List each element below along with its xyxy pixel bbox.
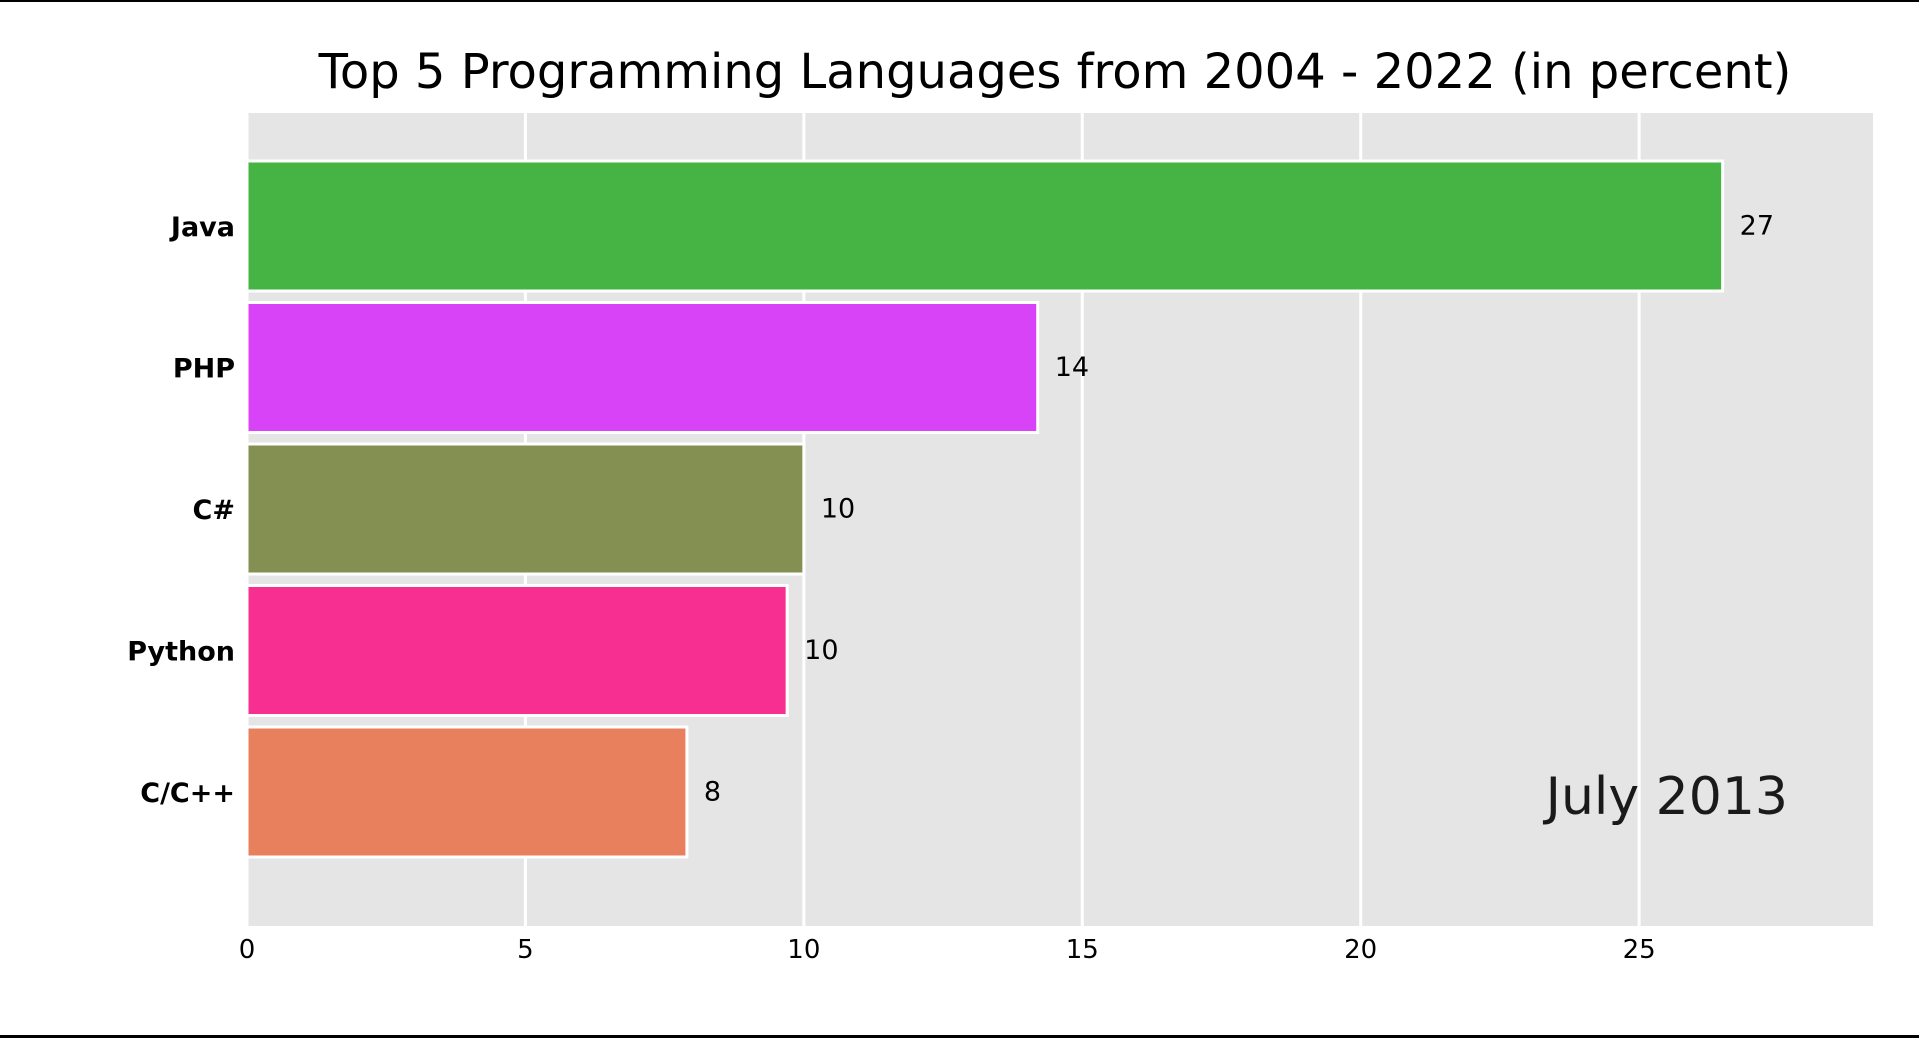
x-tick-label: 10: [787, 935, 820, 965]
bar-value-label: 27: [1740, 211, 1774, 242]
period-label: July 2013: [1543, 767, 1788, 827]
bar: [245, 159, 1725, 293]
y-tick-label: Python: [127, 637, 235, 668]
bar: [245, 725, 689, 859]
x-tick-label: 5: [517, 935, 534, 965]
bar-value-label: 8: [704, 777, 721, 808]
bar: [245, 442, 806, 576]
bar: [245, 584, 789, 717]
y-tick-label: C#: [193, 495, 235, 526]
y-tick-label: Java: [169, 212, 235, 243]
bar-value-label: 10: [804, 635, 838, 666]
x-tick-label: 25: [1623, 935, 1656, 965]
bar-value-label: 14: [1055, 352, 1089, 383]
x-tick-label: 20: [1344, 935, 1377, 965]
y-tick-label: C/C++: [140, 778, 235, 809]
chart-title: Top 5 Programming Languages from 2004 - …: [318, 44, 1792, 100]
bar-value-label: 10: [821, 494, 855, 525]
bars: Java 27 PHP 14 C# 10 Python 10 C/C++ 8: [127, 159, 1774, 859]
y-tick-label: PHP: [173, 354, 235, 385]
x-tick-label: 15: [1066, 935, 1099, 965]
x-axis-ticks: 0 5 10 15 20 25: [239, 935, 1656, 965]
x-tick-label: 0: [239, 935, 256, 965]
bar: [245, 301, 1040, 434]
